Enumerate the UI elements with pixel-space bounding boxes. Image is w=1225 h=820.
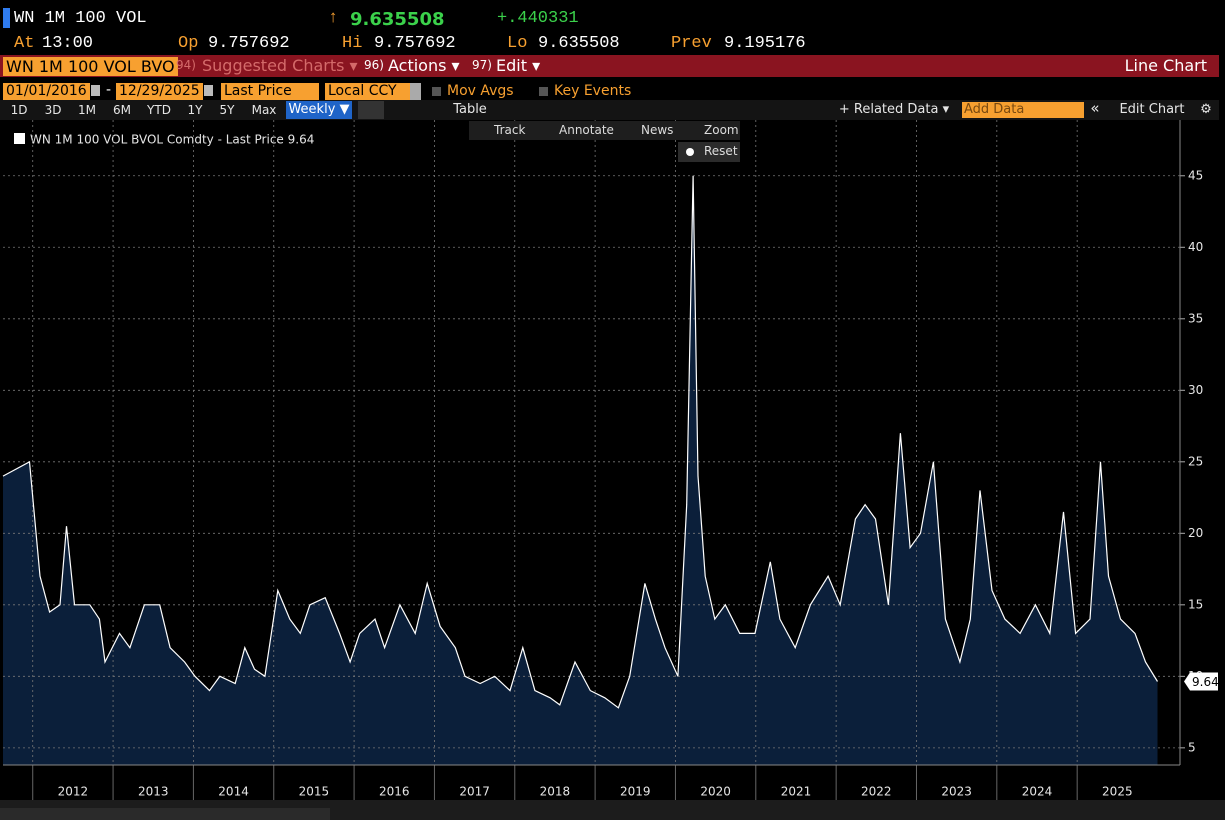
chart-toolbar — [469, 121, 740, 140]
related-data[interactable]: + Related Data ▾ — [838, 102, 950, 117]
y-tick-label: 30 — [1188, 383, 1203, 397]
checkbox-label[interactable]: Mov Avgs — [447, 83, 514, 99]
menu-item[interactable]: Suggested Charts ▾ — [202, 56, 358, 75]
period-button[interactable]: Max — [251, 103, 277, 117]
menu-item[interactable]: Edit ▾ — [496, 56, 541, 75]
frequency-select[interactable]: Weekly ▼ — [286, 101, 352, 119]
legend-text: WN 1M 100 VOL BVOL Comdty - Last Price 9… — [30, 133, 314, 147]
field-value: 9.757692 — [374, 34, 456, 53]
chart-type[interactable]: Line Chart — [1124, 56, 1207, 75]
checkbox[interactable] — [432, 87, 441, 96]
field-value: 9.195176 — [724, 34, 806, 53]
field-label: Prev — [671, 34, 712, 53]
checkbox[interactable] — [539, 87, 548, 96]
x-tick-label: 2023 — [941, 785, 972, 799]
settings-gear[interactable]: ⚙ — [1200, 102, 1212, 117]
field-label: Hi — [342, 34, 363, 53]
chart-tool[interactable]: Track — [494, 123, 526, 137]
menu-item[interactable]: Actions ▾ — [388, 56, 460, 75]
table-button[interactable]: Table — [453, 102, 487, 117]
reset-button[interactable]: Reset — [704, 144, 738, 158]
x-tick-label: 2013 — [138, 785, 169, 799]
chart-tool[interactable]: Zoom — [704, 123, 739, 137]
y-tick-label: 40 — [1188, 240, 1203, 254]
period-button[interactable]: 3D — [44, 103, 62, 117]
x-tick-label: 2015 — [299, 785, 330, 799]
reset-icon — [686, 148, 694, 156]
field-label: At — [14, 34, 35, 53]
period-button[interactable]: 1D — [10, 103, 28, 117]
period-button[interactable]: YTD — [147, 103, 171, 117]
y-tick-label: 25 — [1188, 454, 1203, 468]
scrollbar — [0, 808, 330, 820]
menu-bar — [0, 55, 1219, 77]
last-price-label: 9.64 — [1192, 675, 1219, 689]
field-value: 9.635508 — [538, 34, 620, 53]
x-tick-label: 2014 — [218, 785, 249, 799]
area — [3, 175, 1158, 766]
tick-arrow: ↑ — [328, 9, 339, 28]
x-tick-label: 2017 — [459, 785, 490, 799]
menu-num[interactable]: 94) — [176, 58, 196, 72]
reset-bg — [678, 142, 740, 162]
end-date[interactable]: 12/29/2025 — [116, 83, 203, 100]
y-tick-label: 15 — [1188, 597, 1203, 611]
period-button[interactable]: 1Y — [187, 103, 203, 117]
x-tick-label: 2025 — [1102, 785, 1133, 799]
focus-marker — [3, 8, 10, 28]
security-box[interactable]: WN 1M 100 VOL BVO — [3, 57, 178, 76]
calendar-icon[interactable] — [204, 85, 213, 96]
y-tick-label: 20 — [1188, 526, 1203, 540]
x-tick-label: 2022 — [861, 785, 892, 799]
field-label: Op — [178, 34, 199, 53]
y-tick-label: 35 — [1188, 311, 1203, 325]
y-tick-label: 5 — [1188, 740, 1196, 754]
field-value: 13:00 — [42, 34, 94, 53]
x-tick-label: 2016 — [379, 785, 410, 799]
price-line — [2, 175, 1159, 709]
last-price: 9.635508 — [350, 9, 445, 30]
menu-num[interactable]: 97) — [472, 58, 492, 72]
ticker: WN 1M 100 VOL — [14, 9, 147, 28]
period-button[interactable]: 6M — [113, 103, 131, 117]
checkbox-label[interactable]: Key Events — [554, 83, 632, 99]
date-separator: - — [106, 82, 112, 98]
start-date[interactable]: 01/01/2016 — [3, 83, 90, 100]
x-tick-label: 2012 — [58, 785, 89, 799]
period-button[interactable]: 1M — [78, 103, 96, 117]
legend-swatch — [14, 133, 25, 144]
field-select[interactable]: Last Price — [221, 83, 319, 100]
edit-chart[interactable]: Edit Chart — [1119, 102, 1185, 117]
chart-tool[interactable]: News — [641, 123, 674, 137]
collapse-button[interactable]: « — [1090, 99, 1100, 117]
period-button[interactable]: 5Y — [219, 103, 235, 117]
currency-select[interactable]: Local CCY — [325, 83, 411, 100]
last-price-box — [1184, 672, 1218, 691]
dropdown-arrow[interactable] — [410, 83, 421, 100]
x-tick-label: 2019 — [620, 785, 651, 799]
chart-tool[interactable]: Annotate — [559, 123, 614, 137]
x-tick-label: 2020 — [700, 785, 731, 799]
x-tick-label: 2021 — [781, 785, 812, 799]
menu-num[interactable]: 96) — [364, 58, 384, 72]
line-icon[interactable] — [358, 101, 384, 119]
net-change: +.440331 — [497, 9, 579, 28]
field-label: Lo — [507, 34, 528, 53]
x-tick-label: 2024 — [1022, 785, 1053, 799]
y-tick-label: 45 — [1188, 168, 1203, 182]
field-value: 9.757692 — [208, 34, 290, 53]
add-data-input[interactable]: Add Data — [962, 102, 1084, 118]
x-tick-label: 2018 — [540, 785, 571, 799]
calendar-icon[interactable] — [91, 85, 100, 96]
